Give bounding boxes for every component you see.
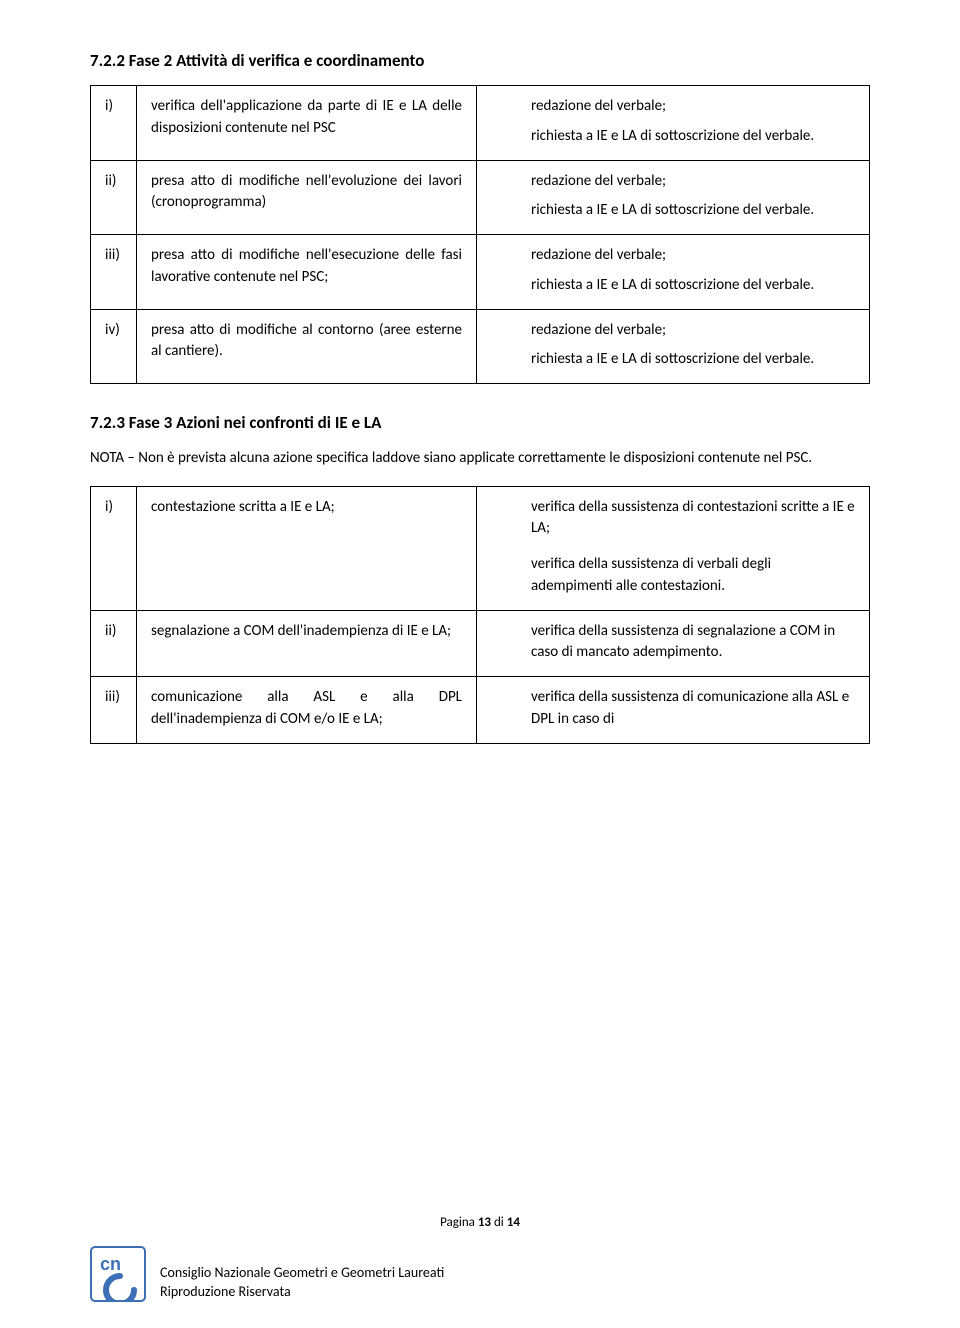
- table-row: iii) presa atto di modifiche nell'esecuz…: [91, 235, 870, 310]
- check-text: richiesta a IE e LA di sottoscrizione de…: [531, 200, 855, 222]
- check-text: redazione del verbale;: [531, 171, 855, 193]
- footer-org: Consiglio Nazionale Geometri e Geometri …: [160, 1264, 444, 1283]
- checkbox-icon: [491, 557, 505, 571]
- row-checks: redazione del verbale; richiesta a IE e …: [477, 235, 870, 310]
- row-idx: iii): [91, 677, 137, 744]
- row-idx: i): [91, 86, 137, 161]
- row-idx: i): [91, 486, 137, 610]
- check-text: verifica della sussistenza di verbali de…: [531, 554, 855, 598]
- check-text: verifica della sussistenza di comunicazi…: [531, 687, 855, 731]
- checkbox-icon: [491, 248, 505, 262]
- row-checks: verifica della sussistenza di contestazi…: [477, 486, 870, 610]
- section-1-heading: 7.2.2 Fase 2 Attività di verifica e coor…: [90, 50, 870, 71]
- row-idx: iii): [91, 235, 137, 310]
- row-left: segnalazione a COM dell'inadempienza di …: [137, 610, 477, 677]
- check-text: richiesta a IE e LA di sottoscrizione de…: [531, 349, 855, 371]
- row-checks: redazione del verbale; richiesta a IE e …: [477, 160, 870, 235]
- logo-icon: cn: [90, 1246, 146, 1302]
- row-left: comunicazione alla ASL e alla DPL dell'i…: [137, 677, 477, 744]
- section-2-heading: 7.2.3 Fase 3 Azioni nei confronti di IE …: [90, 412, 870, 433]
- row-left: verifica dell'applicazione da parte di I…: [137, 86, 477, 161]
- check-text: verifica della sussistenza di contestazi…: [531, 497, 855, 541]
- check-text: richiesta a IE e LA di sottoscrizione de…: [531, 126, 855, 148]
- row-checks: verifica della sussistenza di segnalazio…: [477, 610, 870, 677]
- checkbox-icon: [491, 500, 505, 514]
- section-2-table: i) contestazione scritta a IE e LA; veri…: [90, 486, 870, 744]
- checkbox-icon: [491, 624, 505, 638]
- table-row: iv) presa atto di modifiche al contorno …: [91, 309, 870, 384]
- section-2-note: NOTA – Non è prevista alcuna azione spec…: [90, 447, 870, 470]
- section-1-table: i) verifica dell'applicazione da parte d…: [90, 85, 870, 384]
- table-row: ii) segnalazione a COM dell'inadempienza…: [91, 610, 870, 677]
- row-idx: iv): [91, 309, 137, 384]
- checkbox-icon: [491, 129, 505, 143]
- row-left: presa atto di modifiche nell'esecuzione …: [137, 235, 477, 310]
- svg-text:cn: cn: [100, 1254, 121, 1274]
- check-text: verifica della sussistenza di segnalazio…: [531, 621, 855, 665]
- row-checks: verifica della sussistenza di comunicazi…: [477, 677, 870, 744]
- row-idx: ii): [91, 610, 137, 677]
- checkbox-icon: [491, 174, 505, 188]
- checkbox-icon: [491, 99, 505, 113]
- table-row: ii) presa atto di modifiche nell'evoluzi…: [91, 160, 870, 235]
- row-left: presa atto di modifiche al contorno (are…: [137, 309, 477, 384]
- table-row: i) contestazione scritta a IE e LA; veri…: [91, 486, 870, 610]
- check-text: richiesta a IE e LA di sottoscrizione de…: [531, 275, 855, 297]
- table-row: i) verifica dell'applicazione da parte d…: [91, 86, 870, 161]
- page-number: Pagina 13 di 14: [90, 1215, 870, 1230]
- row-left: presa atto di modifiche nell'evoluzione …: [137, 160, 477, 235]
- check-text: redazione del verbale;: [531, 320, 855, 342]
- table-row: iii) comunicazione alla ASL e alla DPL d…: [91, 677, 870, 744]
- checkbox-icon: [491, 690, 505, 704]
- row-left: contestazione scritta a IE e LA;: [137, 486, 477, 610]
- checkbox-icon: [491, 278, 505, 292]
- checkbox-icon: [491, 203, 505, 217]
- row-checks: redazione del verbale; richiesta a IE e …: [477, 309, 870, 384]
- row-checks: redazione del verbale; richiesta a IE e …: [477, 86, 870, 161]
- checkbox-icon: [491, 352, 505, 366]
- footer-rights: Riproduzione Riservata: [160, 1283, 444, 1302]
- check-text: redazione del verbale;: [531, 245, 855, 267]
- row-idx: ii): [91, 160, 137, 235]
- check-text: redazione del verbale;: [531, 96, 855, 118]
- checkbox-icon: [491, 323, 505, 337]
- page-footer: Pagina 13 di 14 cn Consiglio Nazionale G…: [0, 1215, 960, 1302]
